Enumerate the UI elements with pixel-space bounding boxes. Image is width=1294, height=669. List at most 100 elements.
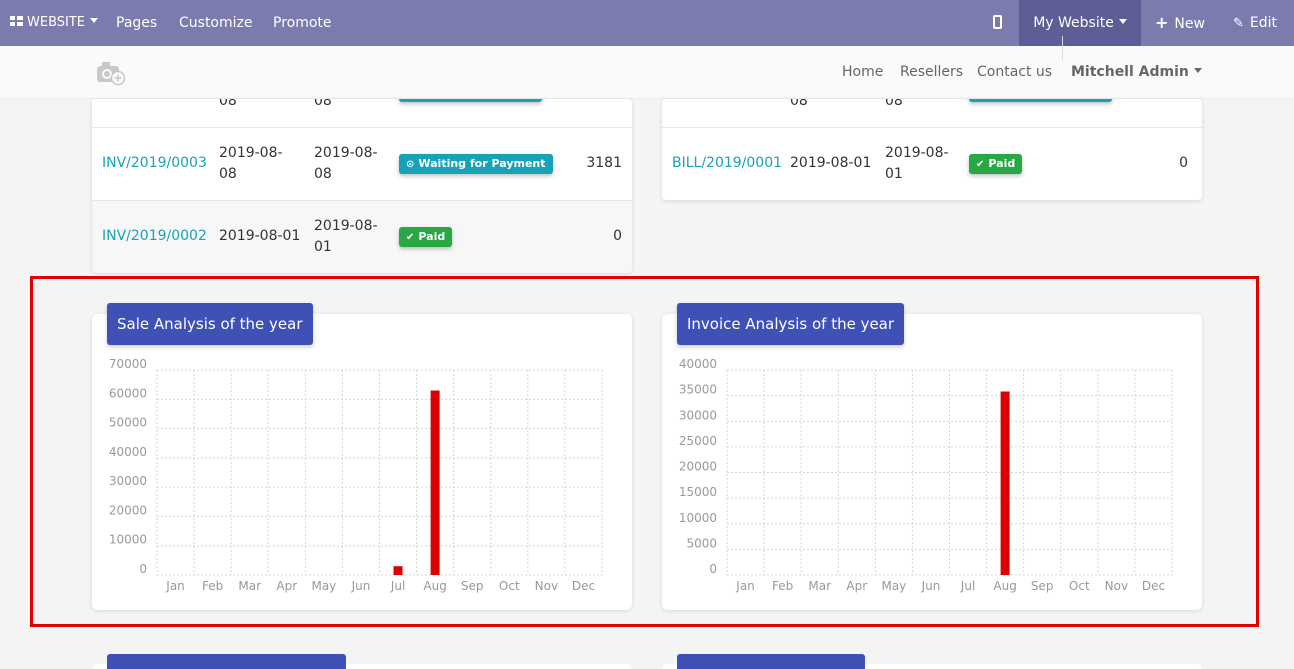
promote-menu[interactable]: Promote [273, 15, 332, 31]
table-cell-due: 2019-08-01 [314, 218, 378, 255]
status-badge [399, 99, 542, 102]
invoice-analysis-card: 0 5000 10000 15000 20000 25000 30000 35000 40000… [662, 314, 1202, 610]
new-label: New [1174, 16, 1205, 32]
bar-jul[interactable] [393, 566, 403, 575]
table-cell-date: 2019-08-01 [790, 155, 872, 171]
sale-analysis-chart: 0 10000 20000 30000 40000 50000 60000 70000 Jan F… [109, 357, 603, 593]
caret-down-icon [90, 18, 98, 23]
x-tick-label: Sep [461, 579, 484, 593]
website-menu-label: WEBSITE [27, 15, 85, 30]
bottom-card-right [662, 664, 1202, 669]
y-tick-label: 70000 [109, 357, 147, 371]
x-tick-label: Jun [351, 579, 371, 593]
table-row[interactable]: 08 08 [92, 99, 632, 127]
x-tick-label: Jan [735, 579, 755, 593]
status-badge: ⊙ Waiting for Payment [399, 154, 553, 174]
mobile-icon [993, 15, 1002, 29]
y-tick-label: 20000 [109, 503, 147, 517]
x-tick-label: Mar [238, 579, 261, 593]
status-badge: ✔ Paid [969, 154, 1023, 174]
plus-icon: + [1155, 13, 1169, 32]
caret-down-icon [1118, 19, 1127, 24]
x-tick-label: May [881, 579, 906, 593]
table-row[interactable]: INV/2019/0002 2019-08-01 2019-08-01 ✔ Pai… [92, 200, 632, 273]
camera-logo-icon[interactable] [96, 60, 126, 86]
edit-button[interactable]: ✎ Edit [1233, 0, 1277, 46]
y-tick-label: 20000 [679, 460, 717, 474]
x-tick-label: Aug [993, 579, 1016, 593]
x-tick-label: Oct [1069, 579, 1090, 593]
y-tick-label: 30000 [109, 474, 147, 488]
customize-menu[interactable]: Customize [179, 15, 253, 31]
status-badge-label: Waiting for Payment [418, 157, 546, 170]
table-row[interactable]: 08 08 [662, 99, 1202, 127]
table-cell-date: 08 [790, 99, 808, 109]
sale-analysis-title: Sale Analysis of the year [107, 303, 313, 345]
check-icon: ✔ [406, 232, 415, 243]
my-website-label: My Website [1033, 15, 1114, 31]
status-badge-label: Paid [418, 230, 446, 243]
user-name: Mitchell Admin [1071, 64, 1189, 80]
x-tick-label: May [311, 579, 336, 593]
y-tick-label: 15000 [679, 485, 717, 499]
y-tick-label: 0 [709, 562, 717, 576]
x-tick-label: Nov [1105, 579, 1128, 593]
x-tick-label: Sep [1031, 579, 1054, 593]
table-cell-due: 08 [314, 99, 332, 109]
y-tick-label: 25000 [679, 434, 717, 448]
nav-resellers[interactable]: Resellers [900, 64, 964, 80]
y-tick-label: 60000 [109, 386, 147, 400]
new-button[interactable]: + New [1155, 0, 1205, 46]
bottom-card-left [92, 664, 632, 669]
table-row[interactable]: INV/2019/0003 2019-08-08 2019-08-08 ⊙ Wai… [92, 127, 632, 200]
y-tick-label: 40000 [109, 445, 147, 459]
x-tick-label: Jun [921, 579, 941, 593]
y-tick-label: 50000 [109, 416, 147, 430]
nav-divider [1062, 36, 1063, 61]
x-tick-label: Apr [846, 579, 867, 593]
site-header: Home Resellers Contact us Mitchell Admin [0, 46, 1294, 99]
y-tick-label: 10000 [679, 511, 717, 525]
x-tick-label: Jan [165, 579, 185, 593]
y-tick-label: 30000 [679, 408, 717, 422]
y-tick-label: 35000 [679, 383, 717, 397]
table-row[interactable]: BILL/2019/0001 2019-08-01 2019-08-01 ✔ Pa… [662, 127, 1202, 200]
bottom-card-left-title [107, 654, 346, 669]
x-tick-label: Jul [390, 579, 405, 593]
bar-aug[interactable] [1000, 391, 1010, 575]
x-tick-label: Nov [535, 579, 558, 593]
user-menu[interactable]: Mitchell Admin [1071, 46, 1202, 99]
invoice-table-left: 08 08 INV/2019/0003 2019-08-08 2019-08-0… [92, 99, 632, 273]
nav-contact-us[interactable]: Contact us [977, 64, 1053, 80]
invoice-number-link[interactable]: BILL/2019/0001 [672, 155, 783, 171]
invoice-number-link[interactable]: INV/2019/0003 [102, 155, 207, 171]
table-cell-amount: 0 [1179, 155, 1188, 171]
y-tick-label: 0 [139, 562, 147, 576]
invoice-table-right: 08 08 BILL/2019/0001 2019-08-01 2019-08-… [662, 99, 1202, 200]
table-cell-date: 2019-08-01 [219, 228, 301, 244]
invoice-number-link[interactable]: INV/2019/0002 [102, 228, 207, 244]
x-tick-label: Oct [499, 579, 520, 593]
x-tick-label: Dec [572, 579, 595, 593]
y-tick-label: 5000 [686, 536, 717, 550]
website-menu-button[interactable]: WEBSITE [10, 0, 98, 46]
table-cell-due: 2019-08-08 [314, 145, 378, 182]
my-website-dropdown[interactable]: My Website [1019, 0, 1141, 46]
x-tick-label: Feb [202, 579, 223, 593]
admin-topbar: WEBSITE Pages Customize Promote My Websi… [0, 0, 1294, 46]
edit-label: Edit [1249, 15, 1278, 31]
mobile-preview-button[interactable] [993, 0, 1007, 46]
status-badge-label: Paid [988, 157, 1016, 170]
x-tick-label: Aug [423, 579, 446, 593]
x-tick-label: Mar [808, 579, 831, 593]
x-tick-label: Apr [276, 579, 297, 593]
table-cell-date: 08 [219, 99, 237, 109]
caret-down-icon [1193, 68, 1202, 73]
nav-home[interactable]: Home [842, 64, 884, 80]
y-tick-label: 10000 [109, 533, 147, 547]
pencil-icon: ✎ [1233, 16, 1244, 31]
table-cell-due: 08 [885, 99, 903, 109]
pages-menu[interactable]: Pages [116, 15, 158, 31]
bar-aug[interactable] [430, 390, 440, 576]
highlight-box [30, 276, 1259, 627]
